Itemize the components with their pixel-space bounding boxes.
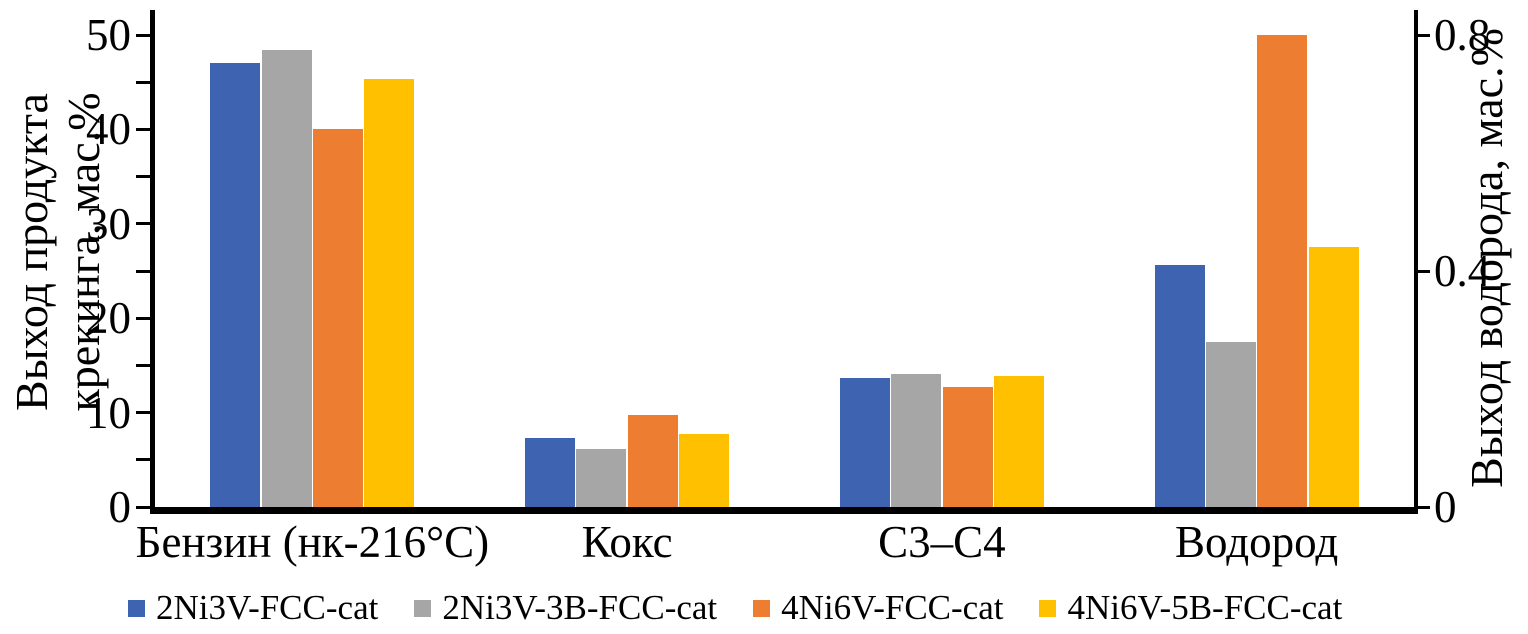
category-label: Водород <box>1175 517 1339 567</box>
bar <box>576 449 627 507</box>
legend-swatch <box>128 599 145 617</box>
bar <box>993 375 1044 507</box>
legend-item: 4Ni6V-5B-FCC-cat <box>1039 586 1342 630</box>
left-axis-tick <box>136 127 150 131</box>
bar <box>1205 341 1256 507</box>
legend-swatch <box>1039 599 1057 617</box>
left-axis-tick <box>136 505 150 509</box>
bar <box>313 129 364 507</box>
bar <box>891 373 942 507</box>
left-axis-tick <box>136 316 150 320</box>
legend-label: 4Ni6V-FCC-cat <box>781 588 1004 627</box>
x-axis-category-labels: Бензин (нк-216°С) Кокс С3–С4 Водород <box>136 516 1414 572</box>
bar <box>525 438 576 507</box>
left-axis-tick <box>136 269 150 273</box>
bar-group <box>210 50 415 507</box>
legend-item: 2Ni3V-FCC-cat <box>128 586 378 630</box>
left-axis-tick <box>136 33 150 37</box>
bar <box>679 434 730 507</box>
left-axis-tick-label: 30 <box>86 198 131 249</box>
category-label: Кокс <box>581 517 673 567</box>
bar <box>364 79 415 507</box>
right-axis-tick-label: 0 <box>1434 482 1457 532</box>
right-axis-tick <box>1418 269 1430 273</box>
bar <box>1154 265 1205 507</box>
legend-item: 2Ni3V-3B-FCC-cat <box>414 586 717 630</box>
bar-group <box>1154 35 1359 507</box>
left-axis-tick <box>136 458 150 462</box>
left-axis-tick-label: 20 <box>86 293 131 344</box>
bar <box>839 377 890 507</box>
left-axis-tick-label: 40 <box>86 104 131 155</box>
left-axis-tick <box>136 411 150 415</box>
bar-group <box>525 415 730 507</box>
legend-swatch <box>753 599 771 617</box>
left-axis-tick-label: 0 <box>108 482 132 532</box>
legend-label: 2Ni3V-3B-FCC-cat <box>442 588 718 627</box>
bar <box>1257 35 1308 507</box>
bar <box>261 50 312 507</box>
bar <box>627 415 678 507</box>
bar <box>210 63 261 507</box>
legend-label: 2Ni3V-FCC-cat <box>156 588 379 627</box>
bar <box>1308 247 1359 507</box>
left-axis-tick <box>136 80 150 84</box>
plot-area: 0 10 20 30 40 50 0 0.4 0.8 <box>86 10 1490 531</box>
right-axis-tick-label: 0.8 <box>1434 10 1491 60</box>
legend-swatch <box>414 599 432 617</box>
left-axis-tick-label: 50 <box>86 10 131 60</box>
legend-label: 4Ni6V-5B-FCC-cat <box>1067 588 1343 627</box>
category-label: С3–С4 <box>878 517 1006 567</box>
bar <box>942 387 993 507</box>
category-label: Бензин (нк-216°С) <box>135 517 490 567</box>
legend-item: 4Ni6V-FCC-cat <box>753 586 1003 630</box>
left-axis-tick <box>136 222 150 226</box>
left-axis-tick <box>136 363 150 367</box>
left-axis-tick-label: 10 <box>86 387 131 438</box>
right-axis-tick-label: 0.4 <box>1434 246 1491 296</box>
left-axis-tick <box>136 175 150 179</box>
right-axis-tick <box>1418 33 1430 37</box>
right-axis-tick <box>1418 505 1430 509</box>
legend: 2Ni3V-FCC-cat 2Ni3V-3B-FCC-cat 4Ni6V-FCC-c… <box>128 586 1342 630</box>
bar-group <box>839 373 1044 507</box>
